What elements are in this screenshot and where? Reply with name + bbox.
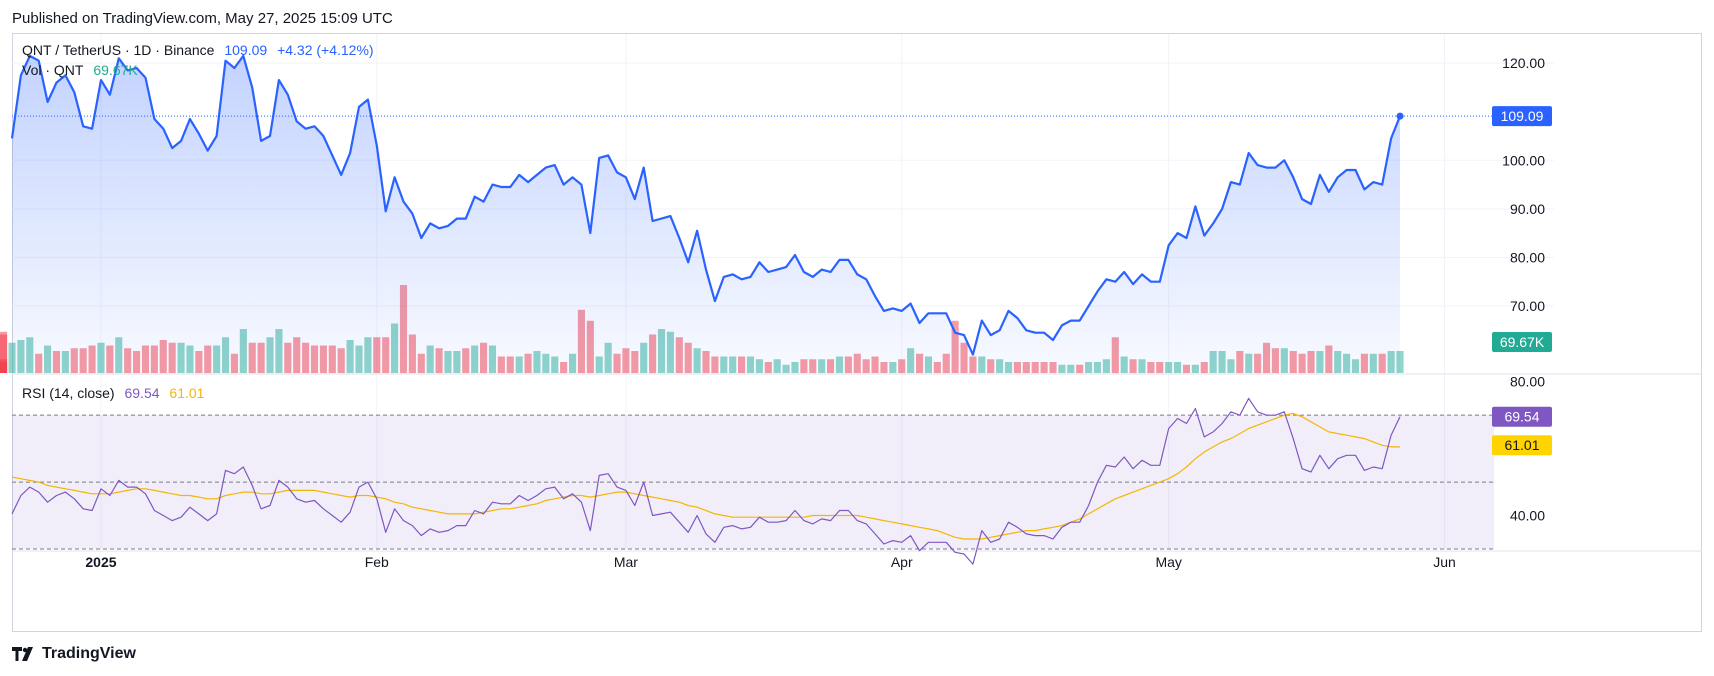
rsi-band (12, 415, 1494, 549)
time-axis-tick-label: May (1155, 554, 1181, 570)
rsi-ma-value-tag-bg (1492, 435, 1552, 456)
last-price-dot (1396, 112, 1404, 120)
legend-rsi-label: RSI (14, close) (22, 385, 115, 401)
legend-symbol-row: QNT / TetherUS · 1D · Binance 109.09 +4.… (22, 42, 380, 58)
legend-rsi-ma-value: 61.01 (169, 385, 205, 401)
tradingview-logo-icon (12, 647, 33, 661)
time-axis-tick-label: Mar (614, 554, 638, 570)
brand-label: TradingView (42, 645, 136, 662)
price-axis-tick-label: 70.00 (1510, 298, 1545, 314)
price-axis-tick-label: 90.00 (1510, 201, 1545, 217)
volume-value-tag-bg (1492, 332, 1552, 352)
tradingview-brand[interactable]: TradingView (12, 645, 136, 663)
time-axis-tick-label: Apr (891, 554, 913, 570)
time-axis-tick-label: 2025 (85, 554, 116, 570)
legend-symbol: QNT / TetherUS · 1D · Binance (22, 42, 215, 58)
price-axis-tick-label: 80.00 (1510, 249, 1545, 265)
rsi-ma-line (11, 412, 1400, 540)
legend-vol-label: Vol · QNT (22, 62, 84, 78)
legend-volume-row: Vol · QNT 69.67K (22, 62, 144, 78)
last-price-tag-bg (1492, 106, 1552, 127)
time-axis-tick-label: Jun (1433, 554, 1456, 570)
rsi-ma-value-tag: 61.01 (1504, 437, 1539, 453)
legend-vol-value: 69.67K (93, 62, 138, 78)
rsi-line (11, 397, 1401, 565)
legend-change: +4.32 (+4.12%) (277, 42, 374, 58)
last-price-tag: 109.09 (1501, 108, 1544, 124)
rsi-axis-tick-label: 40.00 (1510, 508, 1545, 524)
legend-rsi-row: RSI (14, close) 69.54 61.01 (22, 385, 210, 401)
rsi-value-tag: 69.54 (1504, 409, 1539, 425)
rsi-axis-tick-label: 80.00 (1510, 374, 1545, 390)
volume-bar (0, 331, 8, 373)
volume-value-tag: 69.67K (1500, 334, 1545, 350)
published-caption: Published on TradingView.com, May 27, 20… (12, 10, 393, 27)
rsi-value-tag-bg (1492, 406, 1552, 427)
legend-price: 109.09 (224, 42, 268, 58)
legend-rsi-value: 69.54 (124, 385, 160, 401)
price-area-fill (12, 55, 1400, 375)
price-axis-tick-label: 100.00 (1502, 152, 1545, 168)
price-axis-tick-label: 120.00 (1502, 55, 1545, 71)
time-axis-tick-label: Feb (365, 554, 389, 570)
price-line (10, 54, 1402, 356)
